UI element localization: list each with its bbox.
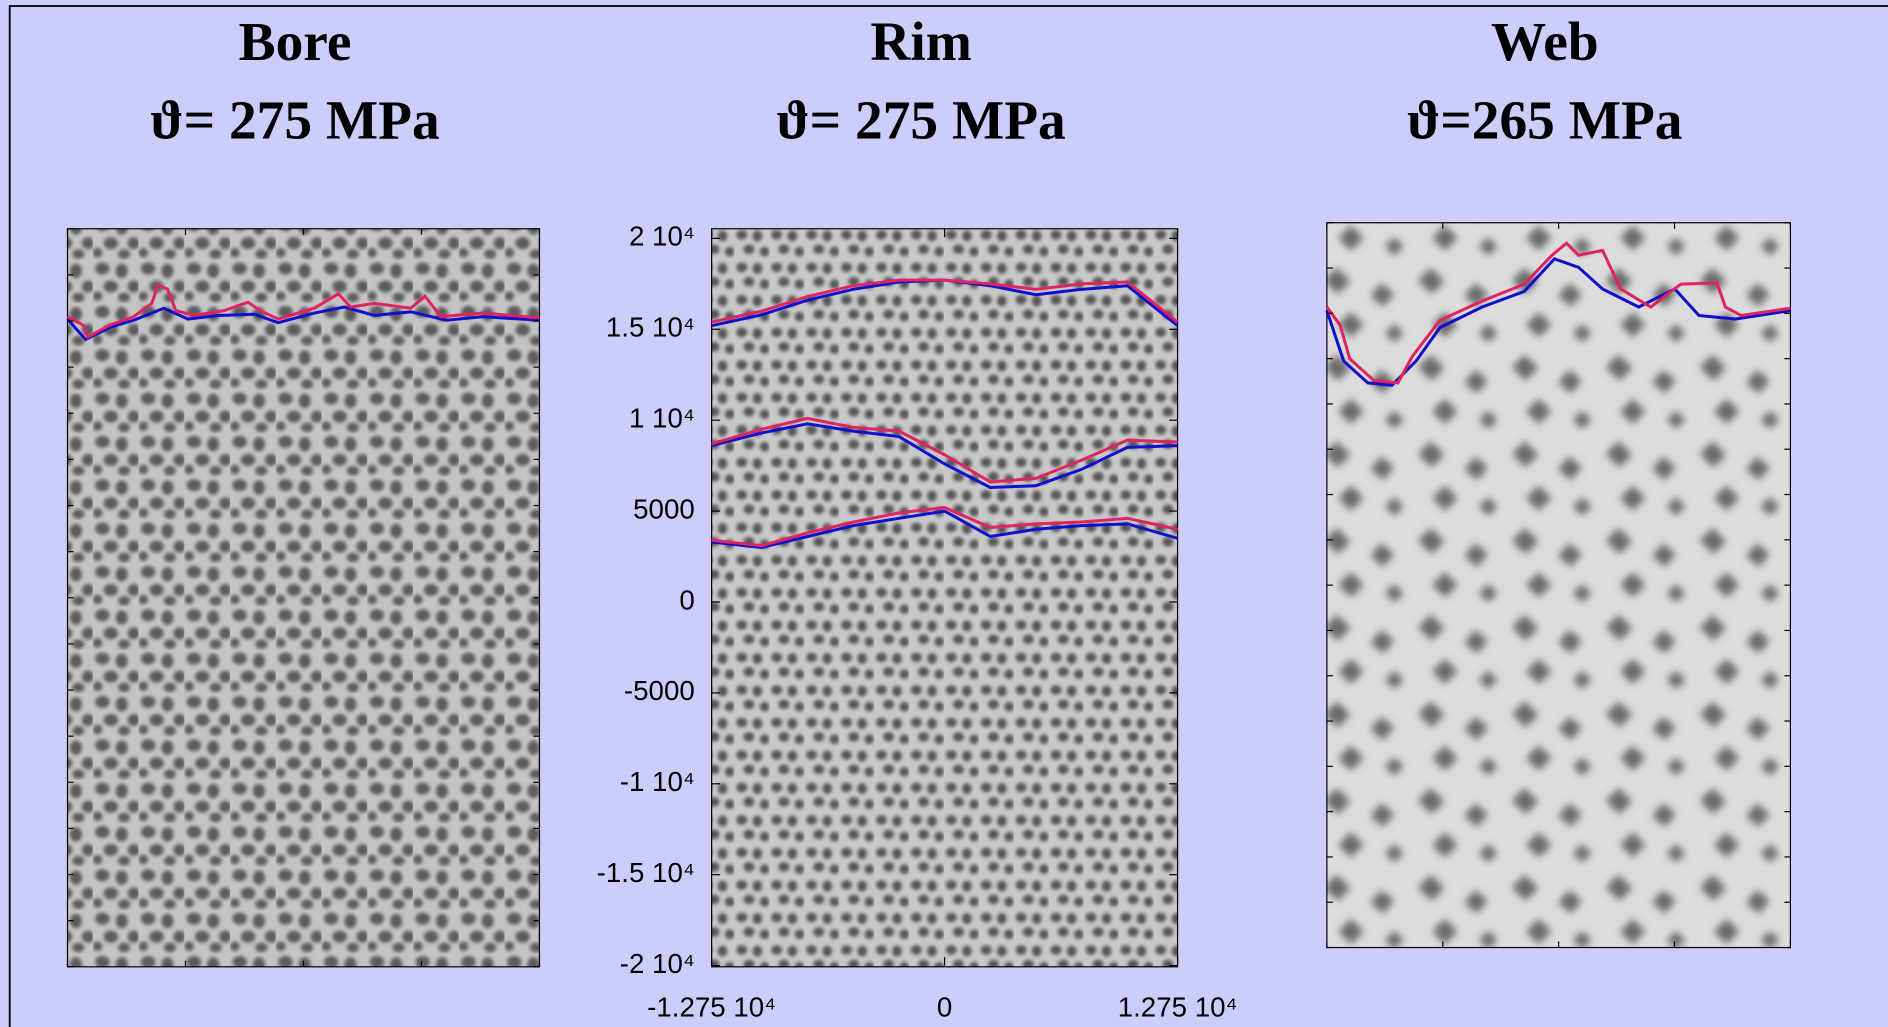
y-tick-label: -1 10⁴ <box>620 766 695 797</box>
front-line <box>711 505 1178 548</box>
panel-title: Rim <box>870 11 972 72</box>
y-tick-label: 2 10⁴ <box>629 221 695 252</box>
y-tick-label: -1.5 10⁴ <box>597 857 695 888</box>
y-tick-label: -5000 <box>624 675 695 706</box>
front-line <box>711 416 1178 484</box>
y-tick-label: 5000 <box>633 493 695 524</box>
front-line <box>66 305 540 342</box>
x-tick-label: -1.275 10⁴ <box>647 991 776 1022</box>
x-tick-label: 0 <box>937 991 952 1022</box>
micrograph <box>1326 222 1792 949</box>
panel-title: Web <box>1491 11 1599 72</box>
tick-marks <box>66 222 1792 968</box>
y-tick-label: 1 10⁴ <box>629 403 695 434</box>
panel-title: Bore <box>239 11 352 72</box>
panel-subtitle: ϑ=265 MPa <box>1407 89 1682 150</box>
front-line <box>66 283 540 340</box>
panel-subtitle: ϑ= 275 MPa <box>150 89 439 150</box>
micrograph <box>66 228 541 968</box>
y-tick-label: 1.5 10⁴ <box>606 312 695 343</box>
panel-subtitle: ϑ= 275 MPa <box>776 89 1065 150</box>
x-tick-label: 1.275 10⁴ <box>1118 991 1238 1022</box>
micrograph <box>711 228 1179 968</box>
y-tick-label: 0 <box>679 584 694 615</box>
front-line <box>1325 241 1791 385</box>
y-tick-label: -2 10⁴ <box>620 948 695 979</box>
front-line <box>1325 257 1791 387</box>
front-line <box>711 509 1178 549</box>
front-line <box>711 422 1178 489</box>
front-line <box>711 278 1179 324</box>
frame <box>8 5 1888 1027</box>
